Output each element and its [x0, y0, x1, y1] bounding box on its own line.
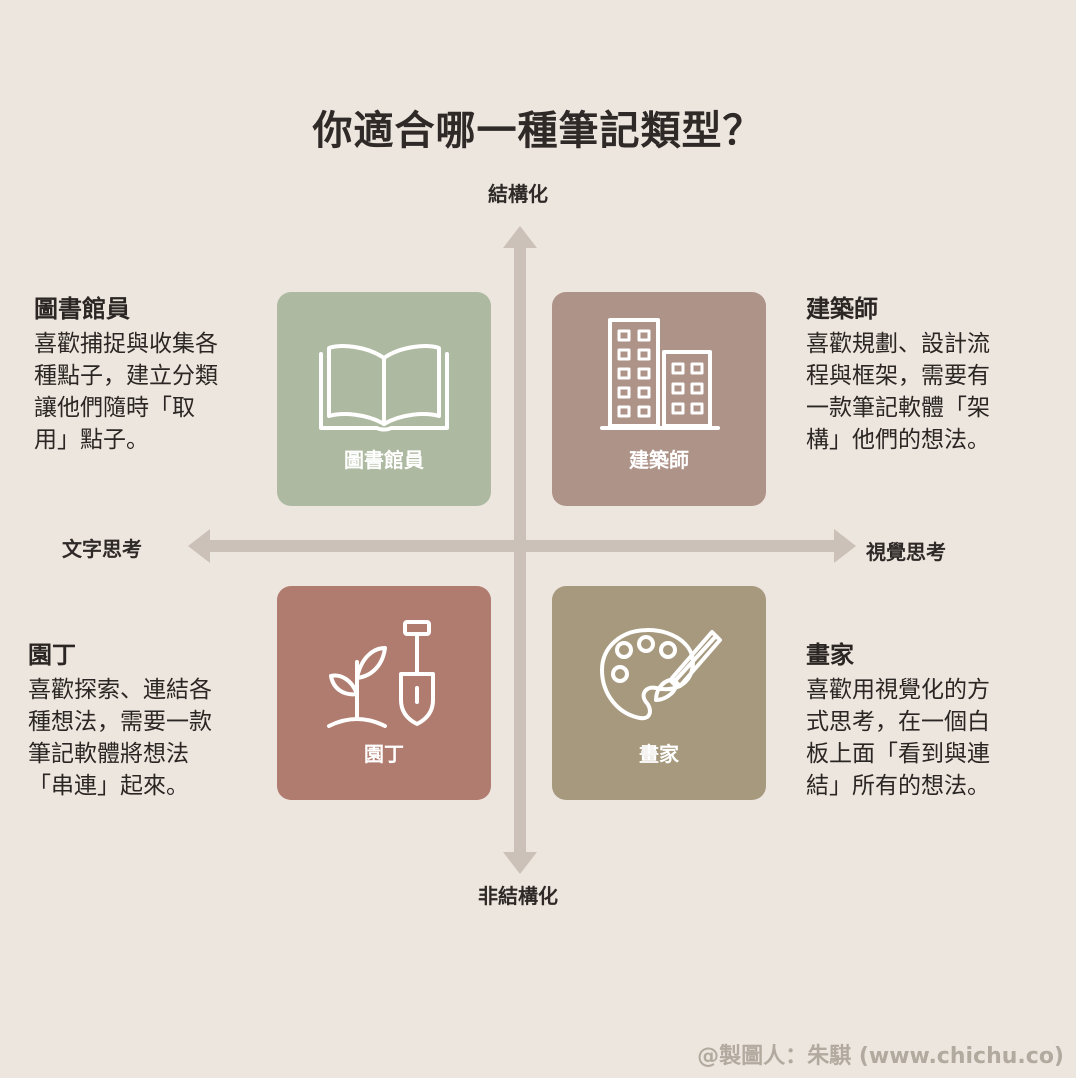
buildings-icon: [600, 318, 720, 430]
card-label-gardener: 園丁: [364, 742, 404, 766]
card-label-architect: 建築師: [629, 448, 689, 472]
description-line: 種想法，需要一款: [28, 709, 212, 735]
vertical-axis-arrow-down: [503, 852, 537, 874]
plant-shovel-icon: [327, 620, 435, 728]
description-line: 板上面「看到與連: [806, 741, 990, 767]
axis-label-visual-thinking: 視覺思考: [866, 540, 946, 564]
horizontal-axis-arrow-right: [834, 529, 856, 563]
axis-label-text-thinking: 文字思考: [62, 537, 142, 561]
card-librarian: 圖書館員: [277, 292, 491, 506]
axis-label-unstructured: 非結構化: [478, 884, 558, 908]
credit-text: @製圖人：朱騏 (www.chichu.co): [697, 1044, 1064, 1069]
card-gardener: 園丁: [277, 586, 491, 800]
description-line: 結」所有的想法。: [806, 773, 990, 799]
page-title: 你適合哪一種筆記類型？: [312, 108, 764, 154]
description-line: 構」他們的想法。: [806, 427, 990, 453]
description-line: 讓他們隨時「取: [34, 395, 195, 421]
description-line: 一款筆記軟體「架: [806, 395, 990, 421]
description-line: 喜歡捕捉與收集各: [34, 331, 218, 357]
description-line: 喜歡用視覺化的方: [806, 677, 990, 703]
description-heading: 畫家: [806, 641, 854, 669]
card-label-painter: 畫家: [639, 742, 679, 766]
card-architect: 建築師: [552, 292, 766, 506]
horizontal-axis-line: [208, 540, 834, 552]
description-line: 「串連」起來。: [28, 773, 189, 799]
description-gardener: 園丁 喜歡探索、連結各 種想法，需要一款 筆記軟體將想法 「串連」起來。: [28, 640, 258, 802]
card-label-librarian: 圖書館員: [344, 448, 424, 472]
open-book-icon: [319, 344, 449, 432]
description-line: 筆記軟體將想法: [28, 741, 189, 767]
description-line: 式思考，在一個白: [806, 709, 990, 735]
description-painter: 畫家 喜歡用視覺化的方 式思考，在一個白 板上面「看到與連 結」所有的想法。: [806, 640, 1036, 802]
card-painter: 畫家: [552, 586, 766, 800]
vertical-axis-arrow-up: [503, 226, 537, 248]
description-line: 喜歡探索、連結各: [28, 677, 212, 703]
description-line: 喜歡規劃、設計流: [806, 331, 990, 357]
description-line: 用」點子。: [34, 427, 149, 453]
description-heading: 園丁: [28, 641, 76, 669]
axis-label-structured: 結構化: [488, 182, 548, 206]
description-architect: 建築師 喜歡規劃、設計流 程與框架，需要有 一款筆記軟體「架 構」他們的想法。: [806, 294, 1036, 456]
horizontal-axis-arrow-left: [188, 529, 210, 563]
description-line: 種點子，建立分類: [34, 363, 218, 389]
description-heading: 圖書館員: [34, 295, 130, 323]
palette-brush-icon: [600, 628, 722, 721]
description-librarian: 圖書館員 喜歡捕捉與收集各 種點子，建立分類 讓他們隨時「取 用」點子。: [34, 294, 264, 456]
description-line: 程與框架，需要有: [806, 363, 990, 389]
description-heading: 建築師: [806, 295, 878, 323]
